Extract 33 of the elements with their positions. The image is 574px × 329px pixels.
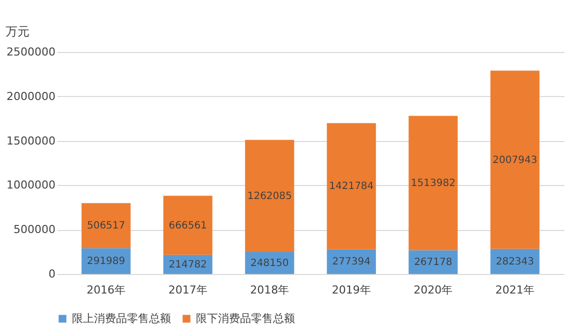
data-label: 1262085 bbox=[247, 190, 292, 202]
data-label: 214782 bbox=[168, 259, 207, 270]
data-label: 506517 bbox=[86, 220, 126, 232]
y-tick-label: 2500000 bbox=[6, 46, 56, 58]
data-label: 248150 bbox=[250, 258, 289, 269]
x-tick-label: 2017年 bbox=[168, 284, 208, 296]
x-tick-label: 2018年 bbox=[250, 284, 290, 296]
data-label: 666561 bbox=[168, 220, 207, 232]
bar bbox=[326, 123, 376, 250]
legend-label: 限下消费品零售总额 bbox=[196, 312, 295, 325]
y-tick-label: 2000000 bbox=[6, 90, 56, 103]
x-tick-label: 2020年 bbox=[414, 284, 453, 296]
bar bbox=[82, 203, 131, 248]
x-tick-label: 2016年 bbox=[86, 284, 126, 296]
bar bbox=[163, 196, 212, 255]
data-label: 1421784 bbox=[329, 181, 374, 192]
x-tick-label: 2021年 bbox=[495, 284, 534, 296]
data-label: 1513982 bbox=[410, 178, 456, 190]
bar bbox=[408, 116, 458, 250]
y-axis-title: 万元 bbox=[6, 24, 30, 38]
legend-label: 限上消费品零售总额 bbox=[72, 312, 171, 325]
y-tick-label: 0 bbox=[48, 268, 56, 280]
data-label: 267178 bbox=[414, 257, 452, 268]
x-tick-label: 2019年 bbox=[332, 284, 371, 296]
data-label: 2007943 bbox=[492, 154, 538, 166]
y-tick-label: 1500000 bbox=[6, 134, 56, 148]
y-tick-label: 1000000 bbox=[6, 178, 56, 192]
data-label: 277394 bbox=[332, 256, 370, 268]
bar bbox=[245, 140, 294, 252]
y-tick-label: 500000 bbox=[14, 223, 56, 236]
bar bbox=[490, 70, 540, 249]
data-label: 282343 bbox=[496, 256, 534, 268]
data-label: 291989 bbox=[86, 256, 126, 268]
